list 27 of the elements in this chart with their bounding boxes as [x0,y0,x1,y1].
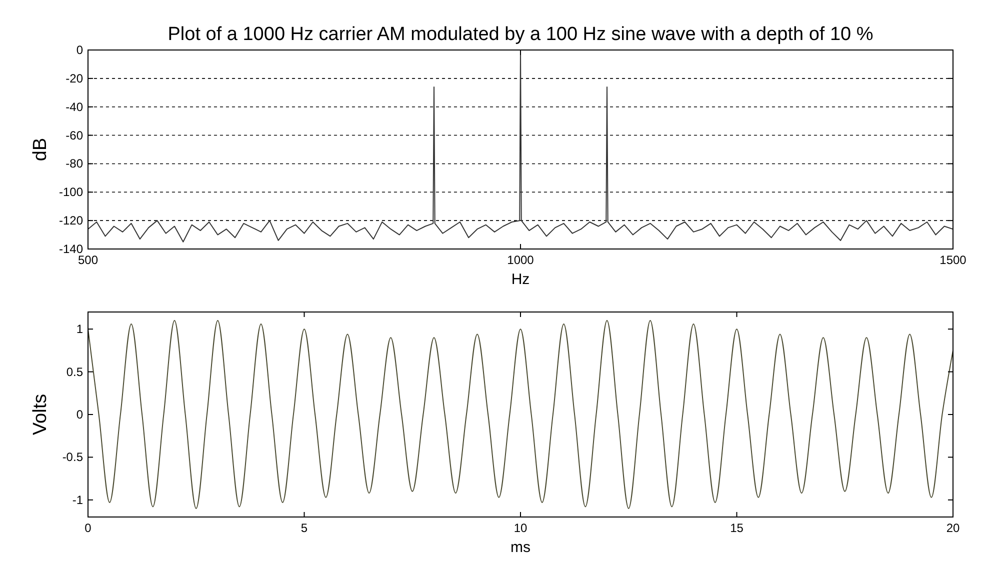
y-tick-label: 1 [76,322,84,336]
y-tick-label: -1 [72,492,84,507]
y-axis-title: dB [30,138,51,162]
y-axis-title: Volts [30,394,51,436]
y-tick-label: 0.5 [66,364,84,379]
x-tick-label: 0 [84,521,92,535]
y-tick-label: -60 [66,128,84,142]
y-tick-label: -140 [58,242,84,256]
y-tick-label: -20 [66,71,84,86]
x-axis-title: Hz [511,271,530,288]
x-tick-label: 5 [300,521,308,535]
x-tick-label: 20 [946,521,960,535]
y-tick-label: -80 [66,156,84,171]
x-axis-title: ms [510,539,530,556]
x-tick-label: 1000 [507,253,534,267]
y-tick-label: 0 [76,43,84,57]
x-tick-label: 10 [514,521,528,535]
y-tick-label: -100 [58,185,84,200]
chart-title: Plot of a 1000 Hz carrier AM modulated by a 100 Hz sine wave with a depth of 10 % [168,24,874,45]
y-tick-label: -40 [66,100,84,114]
x-tick-label: 1500 [940,253,967,267]
x-tick-label: 500 [78,253,98,267]
y-tick-label: -120 [58,214,84,228]
line-series [88,320,953,509]
y-tick-label: 0 [76,408,84,422]
y-tick-label: -0.5 [62,450,84,464]
x-tick-label: 15 [730,521,744,535]
